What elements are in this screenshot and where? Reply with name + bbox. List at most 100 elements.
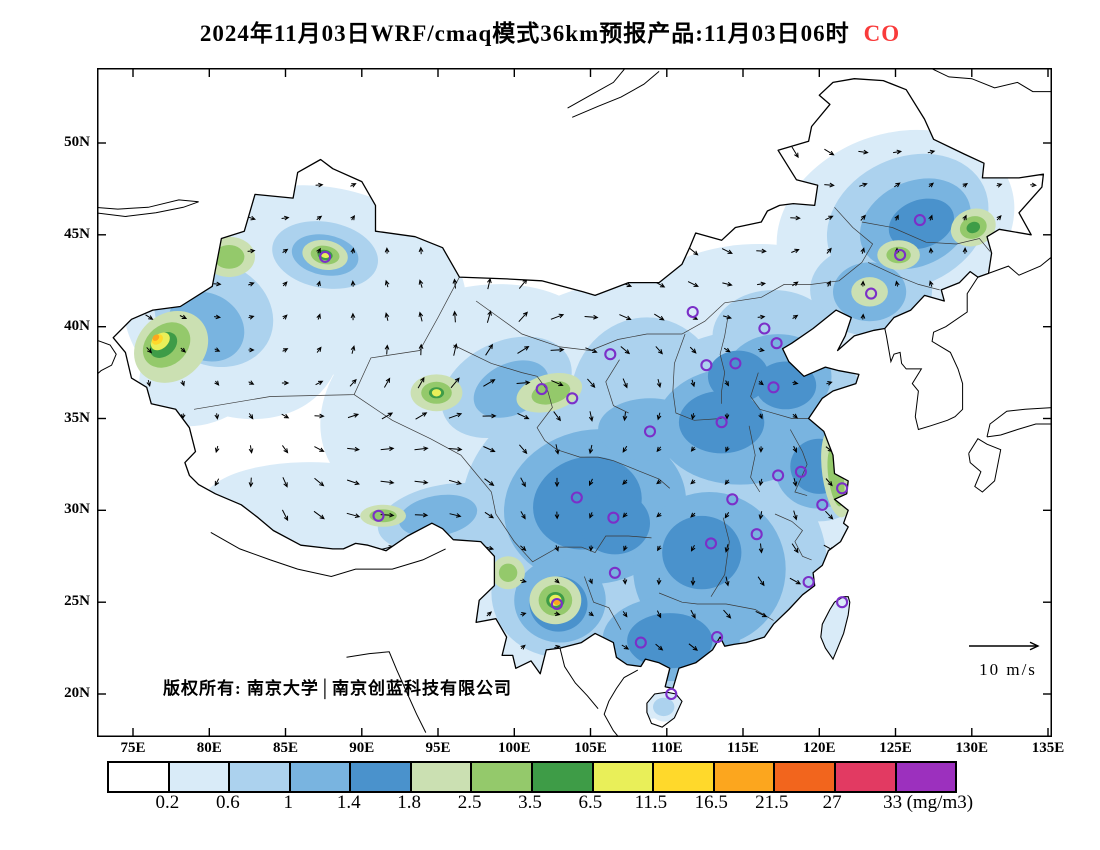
colorbar-cell (409, 763, 471, 791)
station-marker (767, 381, 780, 394)
colorbar-units-label: (mg/m3) (906, 792, 974, 813)
colorbar-tick-label: 33 (883, 792, 903, 813)
colorbar-tick-label: 0.2 (155, 792, 180, 813)
station-marker (550, 597, 563, 611)
colorbar-cell (833, 763, 895, 791)
lon-tick-label: 105E (574, 740, 607, 756)
station-marker (770, 337, 783, 350)
map-frame: 版权所有: 南京大学│南京创蓝科技有限公司 10 m/s (97, 68, 1052, 737)
colorbar-tick-label: 21.5 (755, 792, 789, 813)
china-border (112, 78, 1045, 690)
hainan-outline (646, 691, 683, 728)
colorbar-tick-label: 2.5 (457, 792, 482, 813)
page-title: 2024年11月03日WRF/cmaq模式36km预报产品:11月03日06时 C… (0, 14, 1100, 48)
lon-tick-label: 130E (955, 740, 988, 756)
lon-tick-label: 90E (349, 740, 375, 756)
colorbar-cell (531, 763, 592, 791)
lon-tick-label: 135E (1031, 740, 1065, 756)
colorbar-tick-label: 1.8 (397, 792, 422, 813)
colorbar-tick-label: 3.5 (518, 792, 542, 813)
colorbar-cell (591, 763, 653, 791)
colorbar-cell (109, 763, 168, 791)
colorbar-tick-label: 11.5 (634, 792, 668, 813)
station-marker (634, 636, 647, 649)
colorbar-tick-label: 0.6 (215, 792, 240, 813)
colorbar-cell (167, 763, 229, 791)
station-marker (686, 305, 699, 319)
station-marker (570, 491, 583, 504)
colorbar-labels: 0.2 0.6 1 1.4 1.8 2.5 3.5 6.5 11.5 16.5 21.5 27 33 (m… (107, 792, 1067, 818)
wind-scale-label: 10 m/s (979, 660, 1037, 679)
station-marker (643, 425, 657, 438)
colorbar-tick-label: 16.5 (694, 792, 728, 813)
station-marker (711, 631, 724, 644)
station-marker (865, 287, 878, 300)
title-pollutant: CO (863, 21, 901, 46)
station-marker (836, 482, 849, 495)
copyright-text: 版权所有: 南京大学│南京创蓝科技有限公司 (163, 679, 512, 698)
station-marker (758, 322, 771, 335)
forecast-map (97, 68, 1052, 737)
colorbar-cell (652, 763, 713, 791)
station-marker (535, 383, 548, 396)
title-text: 2024年11月03日WRF/cmaq模式36km预报产品:11月03日06时 (199, 21, 850, 46)
lon-tick-label: 75E (120, 740, 146, 756)
station-marker (607, 511, 620, 524)
lon-tick-label: 85E (272, 740, 298, 756)
colorbar-cell (470, 763, 532, 791)
station-marker (665, 687, 678, 701)
lat-tick-label: 45N (64, 225, 90, 242)
colorbar-cell (894, 763, 956, 791)
lat-tick-label: 20N (64, 685, 90, 701)
wind-vectors (145, 146, 1037, 651)
colorbar-tick-label: 1.4 (336, 792, 361, 813)
wind-scale-arrow (969, 641, 1040, 651)
station-marker (836, 596, 849, 609)
lon-tick-label: 95E (425, 740, 451, 756)
co-concentration-field (122, 129, 1015, 722)
lon-tick-label: 125E (879, 740, 912, 756)
station-marker (750, 528, 763, 541)
colorbar-cell (349, 763, 410, 791)
station-marker (604, 348, 617, 361)
colorbar (107, 761, 957, 793)
station-marker (566, 392, 579, 405)
lon-tick-label: 115E (727, 740, 759, 756)
colorbar-cell (773, 763, 834, 791)
coastlines (97, 68, 1052, 737)
map-border (97, 68, 1052, 737)
lat-tick-label: 30N (64, 501, 90, 518)
station-marker (816, 498, 829, 511)
station-marker (794, 465, 807, 478)
colorbar-tick-label: 27 (822, 792, 842, 813)
lon-tick-label: 80E (196, 740, 222, 756)
station-marker (772, 469, 785, 482)
colorbar-tick-label: 1 (283, 792, 294, 813)
lat-tick-label: 25N (64, 593, 90, 610)
lon-tick-label: 100E (497, 740, 531, 756)
station-marker (726, 493, 739, 506)
colorbar-cell (712, 763, 774, 791)
colorbar-cell (228, 763, 289, 791)
station-marker (700, 359, 713, 372)
lon-tick-label: 120E (802, 740, 836, 756)
lon-tick-label: 110E (650, 740, 683, 756)
station-marker (704, 537, 718, 550)
station-markers (319, 214, 926, 701)
taiwan-outline (820, 596, 851, 661)
station-marker (372, 509, 385, 522)
lat-tick-label: 40N (64, 317, 90, 334)
province-boundaries (193, 207, 991, 630)
station-marker (802, 575, 815, 589)
lat-tick-label: 35N (64, 409, 90, 426)
lat-tick-label: 50N (64, 134, 90, 150)
station-marker (913, 214, 926, 227)
station-marker (715, 416, 728, 429)
station-marker (319, 250, 332, 263)
station-marker (729, 357, 742, 370)
colorbar-cell (288, 763, 350, 791)
station-marker (608, 566, 621, 579)
station-marker (894, 248, 907, 262)
axis-ticks (98, 69, 1051, 736)
